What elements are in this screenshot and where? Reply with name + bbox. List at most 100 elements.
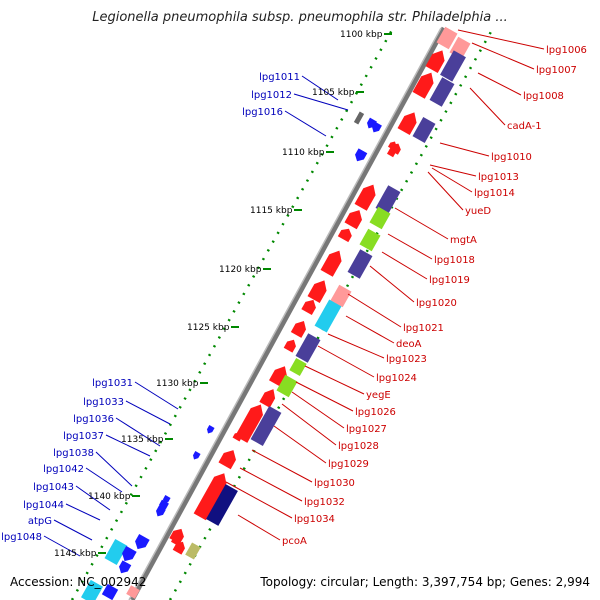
forward-gene-block[interactable] [218, 447, 239, 470]
gene-block[interactable] [314, 299, 342, 333]
forward-gene-block[interactable] [301, 297, 318, 316]
gene-block[interactable] [126, 585, 140, 599]
reverse-gene-block[interactable] [119, 545, 137, 564]
forward-gene-block[interactable] [354, 181, 380, 211]
gene-block[interactable] [250, 406, 282, 446]
map-title: Legionella pneumophila subsp. pneumophil… [92, 10, 508, 25]
reverse-gene-block[interactable] [117, 560, 132, 575]
gene-label-forward[interactable]: lpg1029 [328, 459, 369, 470]
gene-label-reverse[interactable]: lpg1044 [23, 500, 64, 511]
gene-block[interactable] [330, 284, 352, 308]
gene-label-reverse[interactable]: lpg1038 [53, 448, 94, 459]
gene-label-reverse[interactable]: lpg1012 [251, 90, 292, 101]
gene-label-forward[interactable]: lpg1026 [355, 407, 396, 418]
gene-label-forward[interactable]: lpg1028 [338, 441, 379, 452]
reverse-gene-block[interactable] [205, 425, 215, 435]
ruler-label: 1135 kbp [121, 435, 164, 445]
gene-label-reverse[interactable]: lpg1043 [33, 482, 74, 493]
forward-gene-block[interactable] [337, 226, 354, 243]
forward-gene-block[interactable] [397, 109, 421, 136]
gene-label-reverse[interactable]: lpg1037 [63, 431, 104, 442]
forward-gene-block[interactable] [290, 318, 309, 338]
gene-labels: lpg1006 lpg1007 lpg1008 cadA-1 lpg1010 lpg101… [1, 45, 587, 547]
gene-label-forward[interactable]: lpg1030 [314, 478, 355, 489]
gene-label-forward[interactable]: lpg1027 [346, 424, 387, 435]
gene-block[interactable] [276, 374, 298, 398]
gene-block[interactable] [185, 542, 201, 560]
gene-block[interactable] [206, 484, 238, 526]
gene-label-reverse[interactable]: lpg1036 [73, 414, 114, 425]
gene-label-forward[interactable]: lpg1018 [434, 255, 475, 266]
gene-label-forward[interactable]: lpg1007 [536, 65, 577, 76]
forward-gene-block[interactable] [387, 140, 398, 151]
gene-label-forward[interactable]: lpg1024 [376, 373, 417, 384]
gene-label-reverse[interactable]: lpg1042 [43, 464, 84, 475]
gene-label-forward[interactable]: lpg1014 [474, 188, 515, 199]
ruler-label: 1115 kbp [250, 206, 293, 216]
leader-line [225, 481, 293, 519]
gene-label-forward[interactable]: deoA [396, 339, 422, 350]
gene-label-reverse[interactable]: lpg1033 [83, 397, 124, 408]
gene-block[interactable] [104, 538, 128, 566]
leader-line [293, 93, 349, 111]
forward-gene-block[interactable] [344, 207, 365, 230]
forward-gene-block[interactable] [193, 470, 231, 521]
reverse-gene-block[interactable] [132, 533, 150, 552]
gene-label-reverse[interactable]: lpg1011 [259, 72, 300, 83]
gene-label-reverse[interactable]: lpg1031 [92, 378, 133, 389]
gene-block[interactable] [375, 185, 401, 215]
gene-label-forward[interactable]: lpg1019 [429, 275, 470, 286]
forward-gene-block[interactable] [436, 26, 458, 50]
gene-block[interactable] [440, 50, 466, 82]
gene-block[interactable] [369, 206, 391, 230]
forward-gene-block[interactable] [412, 69, 438, 99]
forward-gene-block[interactable] [320, 247, 346, 277]
forward-gene-block[interactable] [172, 539, 188, 555]
gene-label-forward[interactable]: pcoA [282, 536, 307, 547]
gene-label-forward[interactable]: lpg1008 [523, 91, 564, 102]
leader-line [387, 233, 433, 260]
gene-label-forward[interactable]: yegE [366, 390, 391, 401]
gene-label-reverse[interactable]: lpg1048 [1, 532, 42, 543]
gene-label-forward[interactable]: mgtA [450, 235, 477, 246]
gene-label-reverse[interactable]: atpG [28, 516, 52, 527]
forward-gene-block[interactable] [259, 386, 278, 408]
gene-label-forward[interactable]: lpg1013 [478, 172, 519, 183]
leader-line [284, 110, 327, 137]
gene-block[interactable] [101, 583, 119, 600]
forward-gene-block[interactable] [283, 337, 299, 353]
reverse-gene-block[interactable] [353, 148, 368, 163]
gene-label-forward[interactable]: lpg1006 [546, 45, 587, 56]
forward-gene-block[interactable] [235, 401, 267, 443]
reverse-gene-block[interactable] [191, 451, 201, 461]
gene-label-forward[interactable]: lpg1023 [386, 354, 427, 365]
gene-block[interactable] [412, 116, 436, 144]
gene-label-reverse[interactable]: lpg1016 [242, 107, 283, 118]
forward-gene-block[interactable] [232, 431, 244, 442]
gene-label-forward[interactable]: lpg1010 [491, 152, 532, 163]
gene-label-forward[interactable]: cadA-1 [507, 121, 542, 132]
gene-label-forward[interactable]: lpg1021 [403, 323, 444, 334]
reverse-gene-block[interactable] [353, 111, 365, 125]
gene-block[interactable] [81, 579, 103, 600]
gene-label-forward[interactable]: lpg1034 [294, 514, 335, 525]
leader-line [345, 315, 395, 344]
gene-label-forward[interactable]: lpg1020 [416, 298, 457, 309]
gene-block[interactable] [347, 249, 373, 279]
reverse-gene-block[interactable] [161, 495, 171, 505]
leader-line [301, 75, 339, 101]
forward-gene-block[interactable] [307, 277, 331, 304]
forward-gene-block[interactable] [169, 526, 186, 545]
forward-gene-block[interactable] [170, 535, 181, 546]
forward-gene-block[interactable] [386, 147, 397, 158]
reverse-gene-block[interactable] [365, 117, 377, 131]
gene-label-forward[interactable]: lpg1032 [304, 497, 345, 508]
gene-label-forward[interactable]: yueD [465, 206, 491, 217]
gene-block[interactable] [359, 228, 381, 252]
gene-block[interactable] [295, 333, 321, 363]
gene-block[interactable] [289, 357, 307, 377]
ruler-label: 1100 kbp [340, 30, 383, 40]
forward-gene-block[interactable] [425, 47, 449, 74]
gene-block[interactable] [429, 77, 455, 107]
